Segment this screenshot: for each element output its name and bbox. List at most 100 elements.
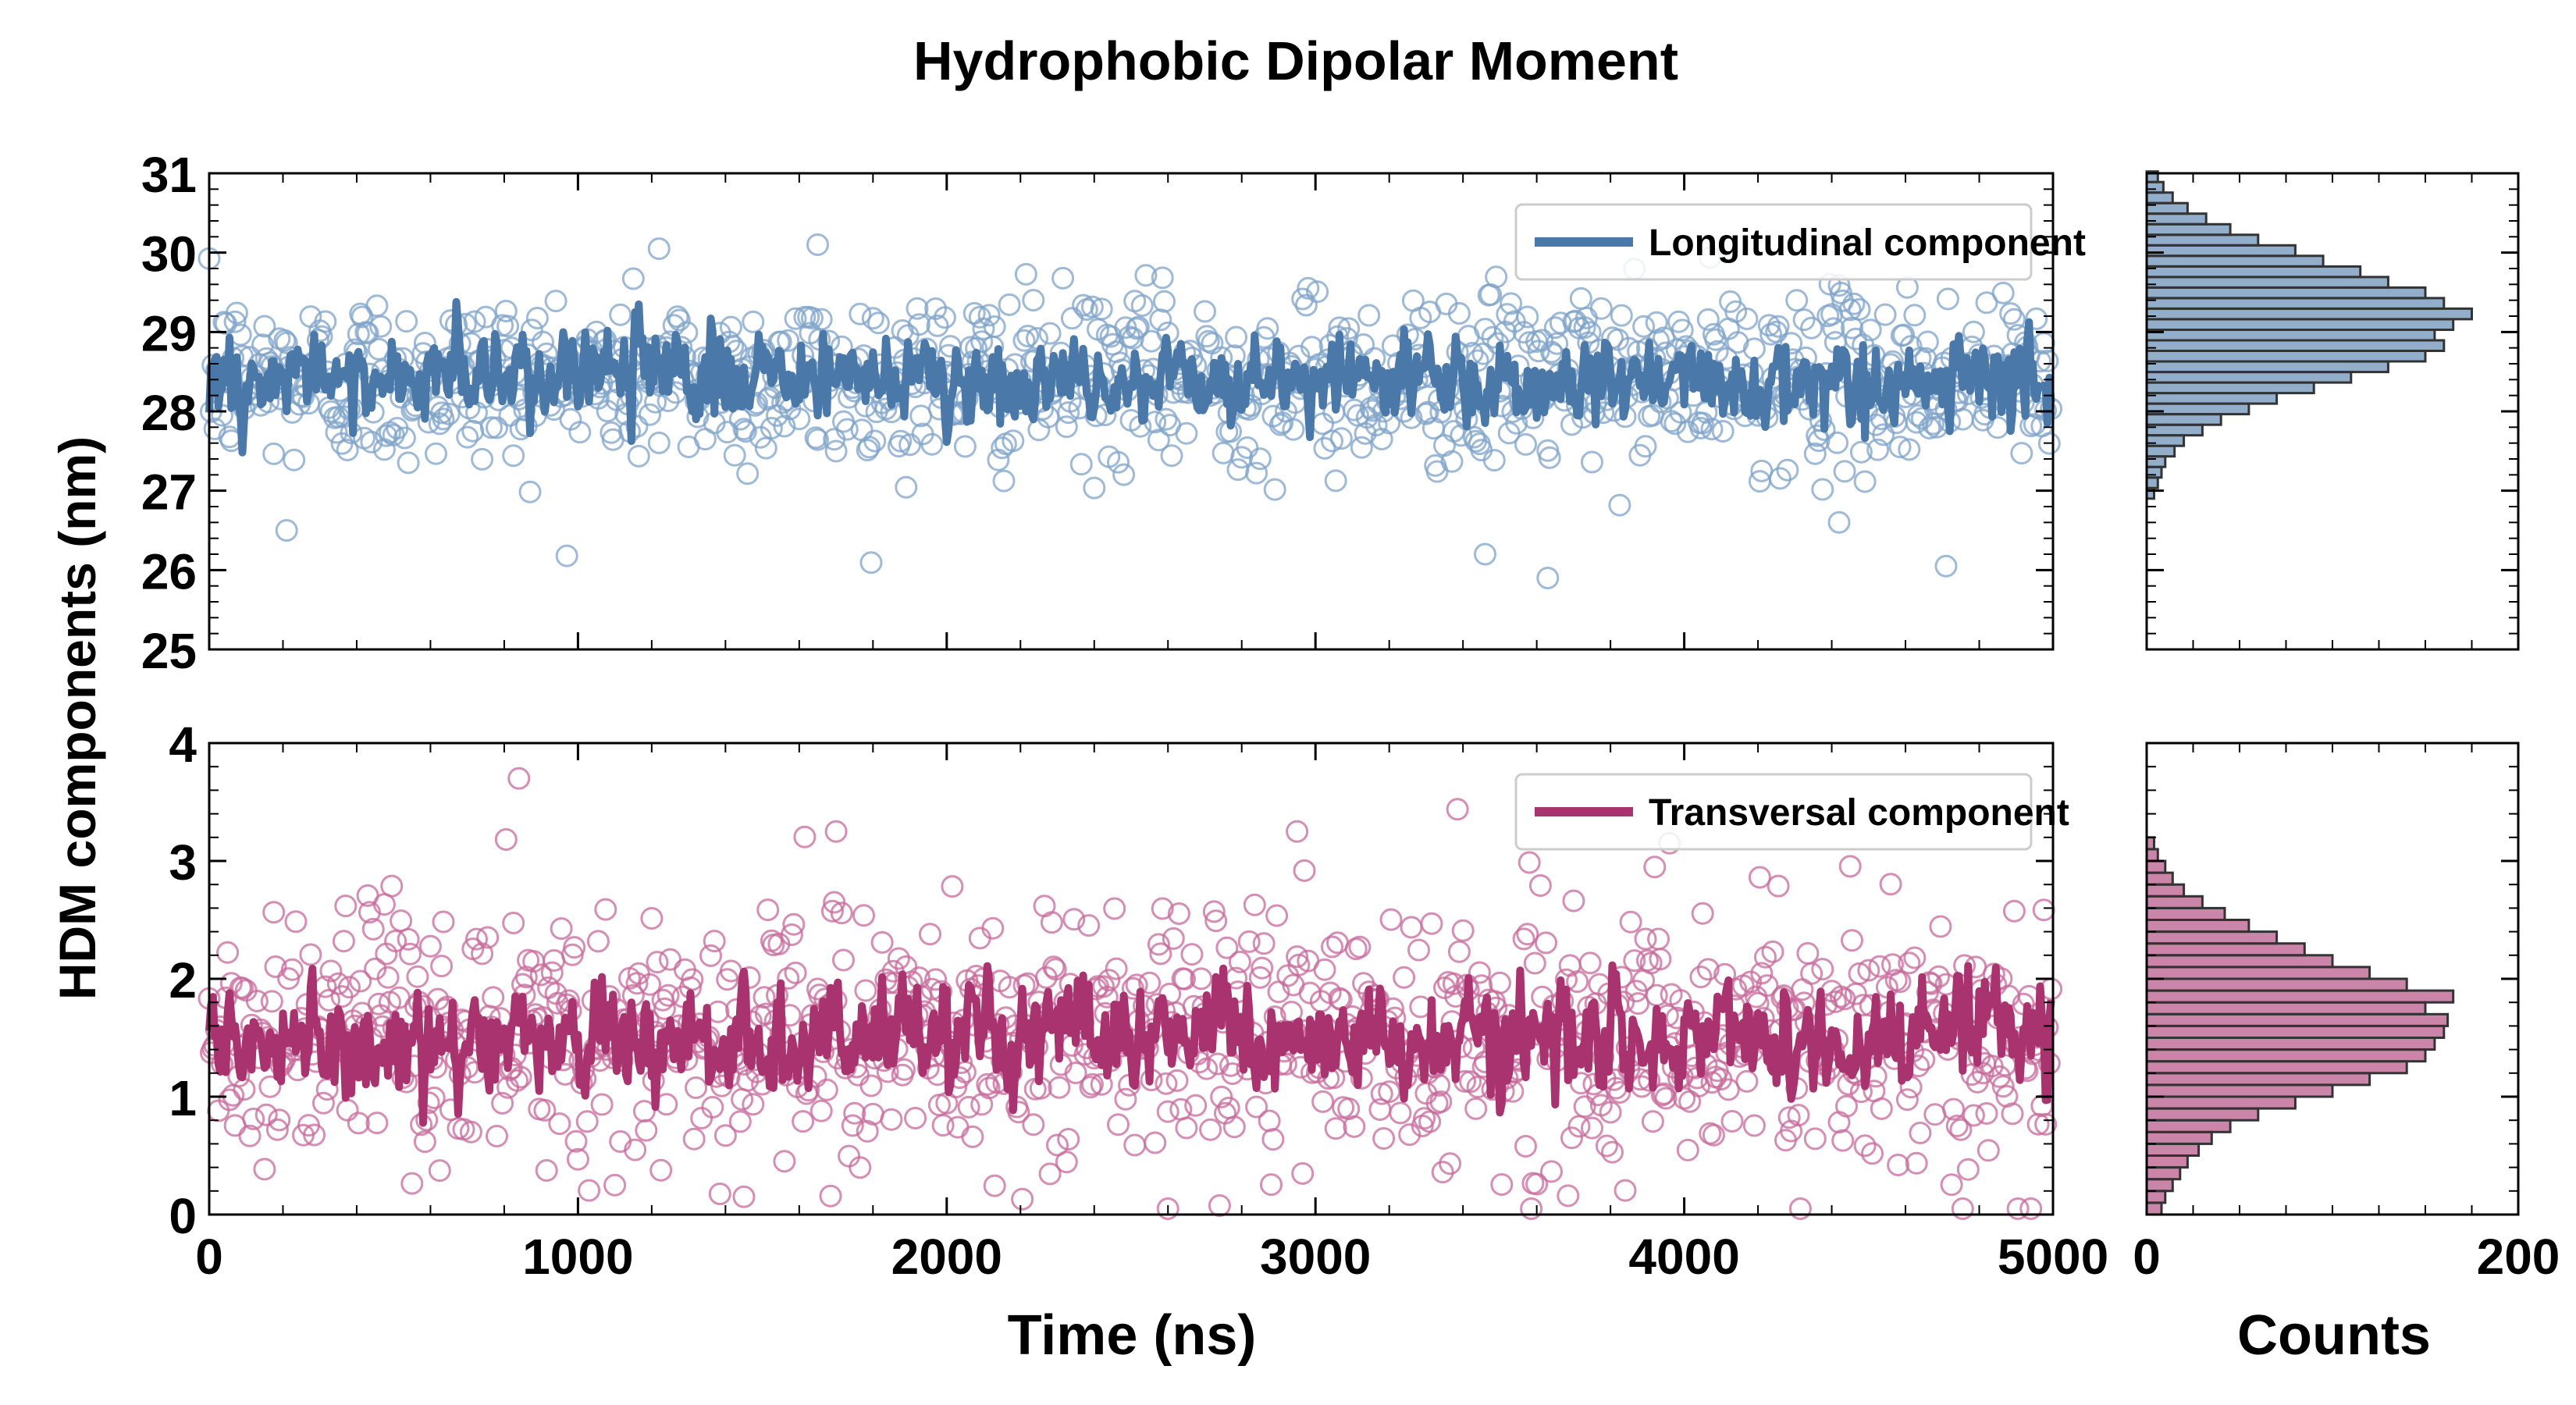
- data-point: [1566, 970, 1589, 994]
- legend-box: [1514, 203, 2033, 281]
- data-point: [970, 330, 994, 354]
- histogram-bar: [2145, 1083, 2334, 1098]
- data-point: [1523, 951, 1546, 975]
- data-point: [1623, 949, 1646, 973]
- data-point: [1156, 1100, 1179, 1123]
- data-point: [1627, 992, 1650, 1016]
- data-point: [1823, 990, 1847, 1013]
- data-point: [972, 317, 995, 340]
- data-point: [417, 1091, 440, 1115]
- data-point: [1357, 304, 1381, 327]
- data-point: [1488, 971, 1511, 994]
- data-point: [841, 1114, 864, 1137]
- data-point: [1735, 1069, 1759, 1093]
- data-point: [509, 1065, 532, 1089]
- data-point: [459, 1120, 482, 1144]
- data-point: [2037, 432, 2061, 455]
- data-point: [563, 936, 586, 959]
- data-point: [265, 1118, 289, 1141]
- data-point: [245, 990, 269, 1012]
- data-point: [437, 402, 461, 425]
- data-point: [1724, 300, 1748, 323]
- histogram-bar: [2145, 423, 2204, 437]
- data-point: [895, 475, 918, 499]
- histogram-bar: [2145, 350, 2427, 363]
- data-point: [367, 992, 390, 1016]
- data-point: [1490, 1173, 1514, 1196]
- data-point: [365, 294, 389, 318]
- data-point: [1909, 1122, 1932, 1144]
- data-point: [1516, 923, 1539, 946]
- data-point: [578, 1179, 601, 1202]
- histogram-bar: [2145, 906, 2226, 922]
- data-point: [728, 1110, 752, 1133]
- data-point: [870, 930, 894, 954]
- data-point: [1569, 286, 1592, 310]
- data-point: [1800, 316, 1823, 340]
- histogram-bar: [2145, 930, 2279, 945]
- data-point: [1520, 1197, 1543, 1220]
- data-point: [1105, 957, 1128, 980]
- data-point: [859, 1074, 883, 1097]
- data-point: [568, 421, 592, 444]
- data-point: [685, 1076, 708, 1099]
- data-point: [1153, 290, 1176, 313]
- data-point: [1777, 1106, 1801, 1129]
- data-point: [1811, 958, 1834, 981]
- data-point: [550, 917, 573, 941]
- histogram-bar: [2145, 413, 2222, 426]
- data-point: [699, 944, 722, 967]
- histogram-bar: [2145, 883, 2186, 898]
- data-point: [667, 308, 691, 332]
- timeseries-y-tick-label: 29: [141, 305, 197, 361]
- data-point: [1635, 949, 1659, 972]
- data-point: [1538, 446, 1561, 469]
- legend-label: Longitudinal component: [1649, 222, 2086, 264]
- data-point: [1199, 1118, 1222, 1141]
- data-point: [1451, 919, 1475, 942]
- histogram-bar: [2145, 392, 2279, 405]
- data-point: [1311, 1090, 1335, 1113]
- data-point: [506, 1069, 528, 1092]
- data-point: [893, 1058, 916, 1081]
- data-point: [919, 923, 941, 946]
- data-point: [1927, 965, 1951, 988]
- data-point: [1151, 266, 1174, 290]
- data-point: [1696, 308, 1720, 331]
- data-point: [262, 442, 286, 465]
- data-point: [1573, 316, 1596, 340]
- data-point: [835, 418, 859, 441]
- data-point: [1324, 1117, 1347, 1140]
- data-point: [1826, 431, 1849, 454]
- data-point: [2006, 1197, 2030, 1220]
- data-point: [1962, 320, 1985, 343]
- data-point: [590, 1093, 614, 1116]
- data-point: [1062, 908, 1086, 931]
- data-point: [1610, 304, 1633, 327]
- data-point: [1962, 1104, 1985, 1127]
- data-point: [326, 972, 350, 995]
- data-point: [1833, 460, 1856, 483]
- data-point: [625, 414, 649, 438]
- histogram-bar: [2145, 1130, 2213, 1145]
- data-point: [1130, 294, 1154, 317]
- data-point: [1450, 424, 1473, 447]
- histogram-bar: [2145, 1190, 2167, 1204]
- data-point: [609, 303, 632, 326]
- data-point: [1991, 281, 2015, 304]
- data-point: [319, 400, 343, 423]
- data-point: [1905, 1151, 1928, 1175]
- histogram-bar: [2145, 212, 2208, 226]
- data-point: [624, 1138, 647, 1161]
- data-point: [1916, 330, 1939, 354]
- data-point: [1500, 292, 1523, 315]
- data-point: [555, 544, 578, 567]
- data-point: [1022, 289, 1045, 312]
- data-point: [1581, 450, 1603, 474]
- data-point: [1222, 1115, 1246, 1139]
- data-point: [529, 963, 553, 987]
- data-point: [1485, 265, 1508, 289]
- data-point: [2002, 308, 2026, 331]
- data-point: [639, 403, 661, 426]
- data-point: [1407, 938, 1430, 962]
